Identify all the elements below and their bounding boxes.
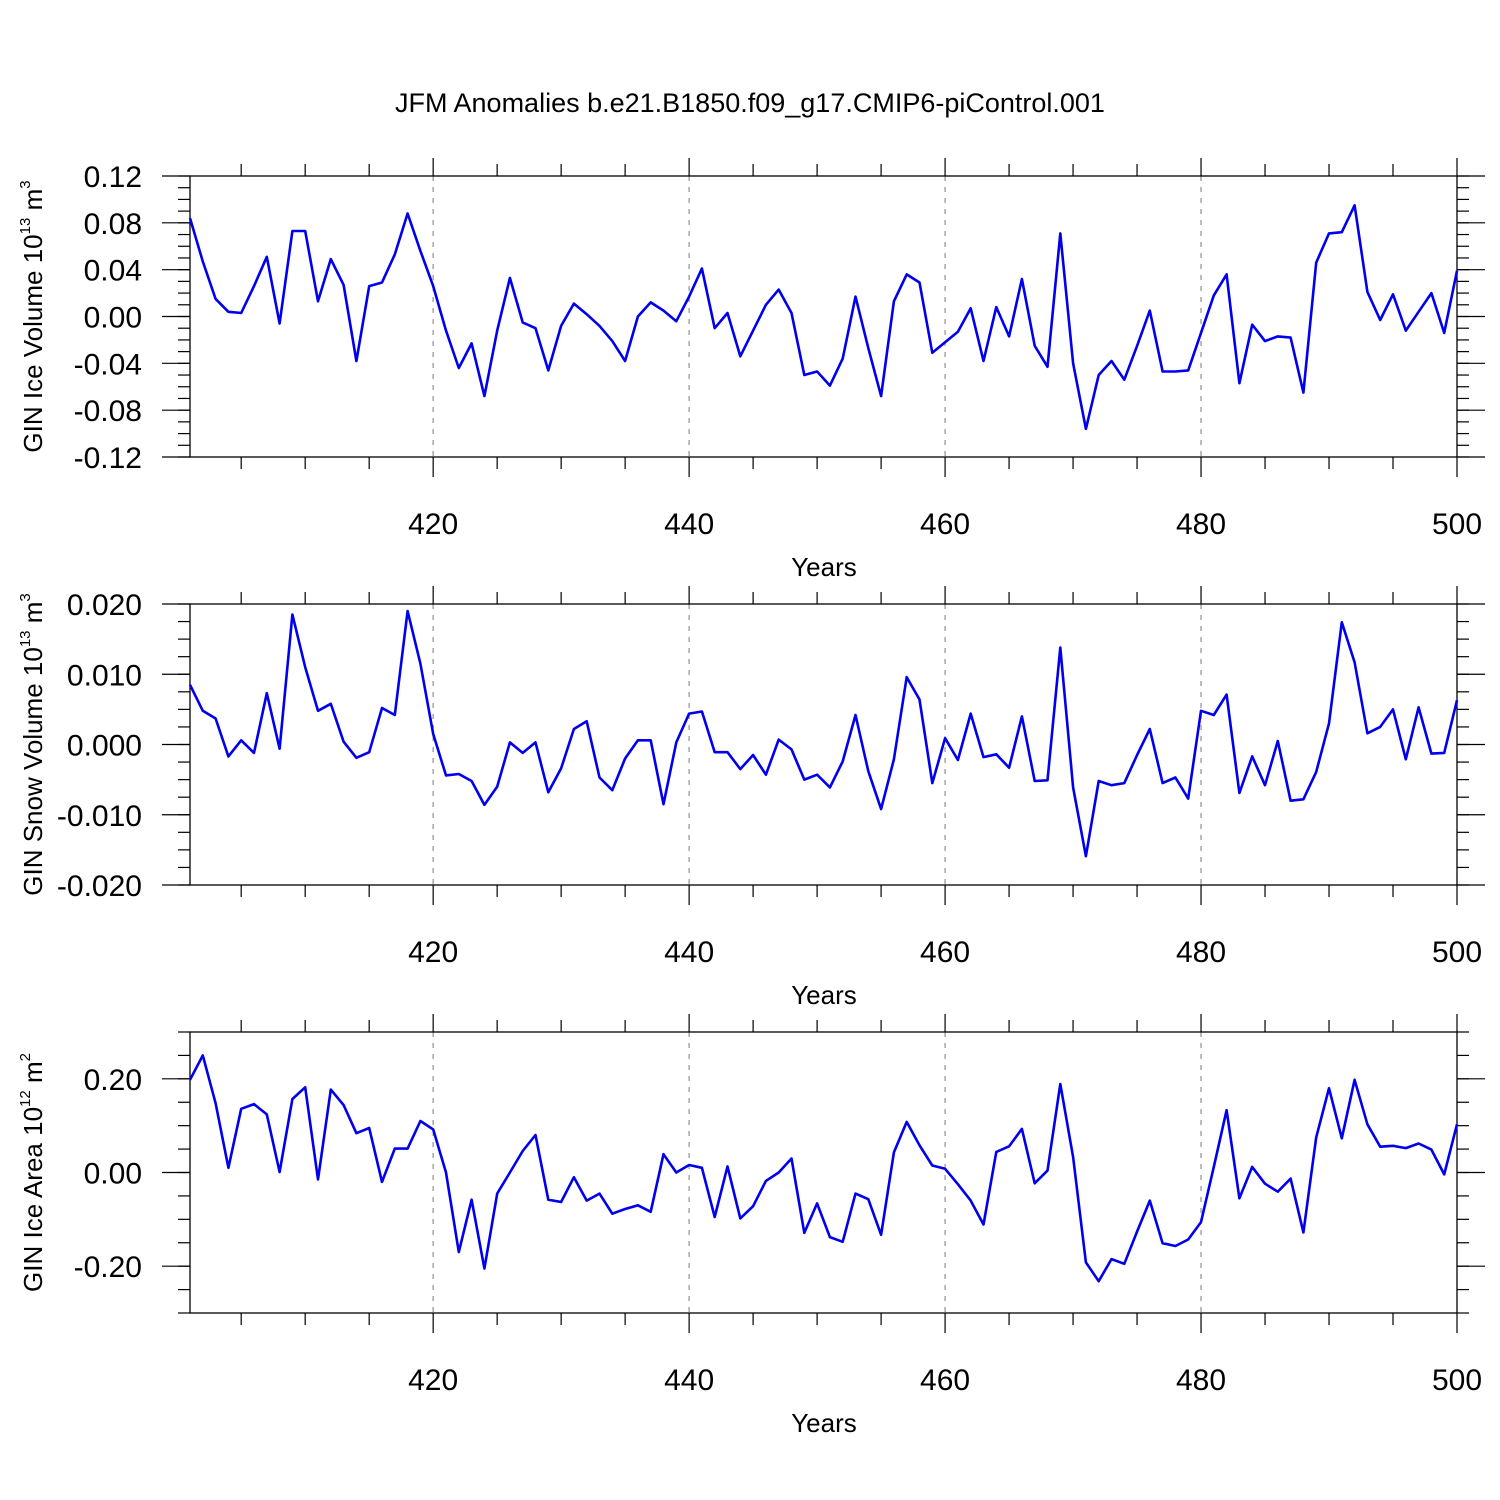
y-tick-label: 0.20 — [84, 1064, 142, 1097]
x-tick-label: 440 — [664, 936, 714, 969]
y-tick-label: -0.010 — [57, 800, 142, 833]
panel-1: 420 440 460 480 500 Years -0.12 -0.08 -0.04 0.00 0… — [17, 158, 1485, 582]
y-axis-label: GIN Ice Volume 1013 m3 — [17, 180, 48, 452]
x-tick-label: 440 — [664, 508, 714, 541]
y-tick-label: 0.08 — [84, 208, 142, 241]
y-tick-label: 0.000 — [67, 730, 142, 763]
x-tick-label: 420 — [408, 936, 458, 969]
y-tick-label: -0.20 — [74, 1251, 142, 1284]
x-tick-label: 480 — [1176, 508, 1226, 541]
x-tick-label: 480 — [1176, 1364, 1226, 1397]
x-axis-label: Years — [791, 980, 857, 1010]
series-line — [188, 609, 1459, 858]
y-tick-label: 0.04 — [84, 255, 142, 288]
series-line — [188, 204, 1459, 431]
x-axis-label: Years — [791, 552, 857, 582]
y-tick-label: 0.12 — [84, 161, 142, 194]
y-tick-label: -0.020 — [57, 870, 142, 903]
y-tick-label: 0.00 — [84, 1158, 142, 1191]
y-tick-label: -0.08 — [74, 395, 142, 428]
y-axis-label: GIN Snow Volume 1013 m3 — [17, 593, 48, 896]
panel-3: 420 440 460 480 500 Years -0.20 0.00 0.20 GIN Ice… — [17, 1014, 1485, 1438]
y-tick-label: -0.04 — [74, 348, 142, 381]
y-axis-label: GIN Ice Area 1012 m2 — [17, 1053, 48, 1292]
y-tick-label: -0.12 — [74, 442, 142, 475]
y-tick-label: 0.00 — [84, 302, 142, 335]
series-line — [188, 1054, 1459, 1283]
x-tick-label: 420 — [408, 508, 458, 541]
plot-frame — [189, 603, 1458, 886]
chart-title: JFM Anomalies b.e21.B1850.f09_g17.CMIP6-… — [395, 88, 1105, 118]
y-tick-label: 0.010 — [67, 659, 142, 692]
x-tick-label: 460 — [920, 508, 970, 541]
x-tick-label: 420 — [408, 1364, 458, 1397]
x-tick-label: 480 — [1176, 936, 1226, 969]
x-tick-label: 500 — [1432, 936, 1482, 969]
y-tick-label: 0.020 — [67, 589, 142, 622]
x-axis-label: Years — [791, 1408, 857, 1438]
x-tick-label: 460 — [920, 1364, 970, 1397]
panel-2: 420 440 460 480 500 Years -0.020 -0.010 0.000 0.0… — [17, 586, 1485, 1010]
plot-frame — [189, 175, 1458, 458]
x-tick-label: 440 — [664, 1364, 714, 1397]
x-tick-label: 500 — [1432, 508, 1482, 541]
x-tick-label: 500 — [1432, 1364, 1482, 1397]
x-tick-label: 460 — [920, 936, 970, 969]
